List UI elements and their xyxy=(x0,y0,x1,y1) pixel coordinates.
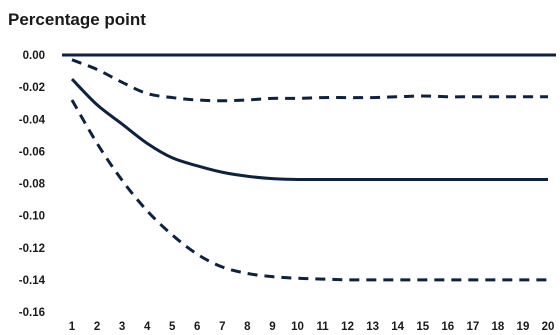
x-tick-label: 4 xyxy=(144,321,151,333)
y-tick-label: -0.10 xyxy=(19,211,45,223)
x-tick-label: 8 xyxy=(244,321,251,333)
x-tick-label: 11 xyxy=(316,321,329,333)
x-tick-label: 3 xyxy=(119,321,125,333)
y-tick-label: 0.00 xyxy=(23,50,45,62)
x-tick-label: 2 xyxy=(94,321,100,333)
x-tick-label: 17 xyxy=(466,321,479,333)
chart-title: Percentage point xyxy=(8,10,146,29)
x-tick-label: 20 xyxy=(542,321,555,333)
x-tick-label: 5 xyxy=(169,321,176,333)
dashed-series-line-2 xyxy=(70,99,548,282)
x-tick-label: 16 xyxy=(441,321,454,333)
y-tick-label: -0.02 xyxy=(19,82,45,94)
y-tick-label: -0.16 xyxy=(19,307,45,319)
x-tick-label: 13 xyxy=(366,321,379,333)
x-tick-label: 19 xyxy=(517,321,530,333)
y-axis-tick-labels: 0.00 -0.02 -0.04 -0.06 -0.08 -0.10 -0.12 -0.14 -… xyxy=(19,50,46,319)
y-tick-label: -0.06 xyxy=(19,146,45,158)
y-tick-label: -0.08 xyxy=(19,179,46,191)
x-tick-label: 14 xyxy=(391,321,404,333)
x-axis-tick-labels: 1 2 3 4 5 6 7 8 9 10 11 12 13 14 15 16 17 18 19 20 xyxy=(69,321,555,333)
x-tick-label: 7 xyxy=(219,321,225,333)
x-tick-label: 18 xyxy=(491,321,504,333)
y-tick-label: -0.12 xyxy=(19,243,45,255)
x-tick-label: 6 xyxy=(194,321,200,333)
x-tick-label: 12 xyxy=(341,321,354,333)
x-tick-label: 1 xyxy=(69,321,76,333)
y-tick-label: -0.14 xyxy=(19,275,46,287)
x-tick-label: 10 xyxy=(291,321,304,333)
dashed-series-line-1 xyxy=(71,58,548,103)
x-tick-label: 15 xyxy=(416,321,429,333)
series-group xyxy=(70,58,548,282)
solid-series-line xyxy=(70,78,548,182)
y-tick-label: -0.04 xyxy=(19,114,46,126)
x-tick-label: 9 xyxy=(269,321,275,333)
